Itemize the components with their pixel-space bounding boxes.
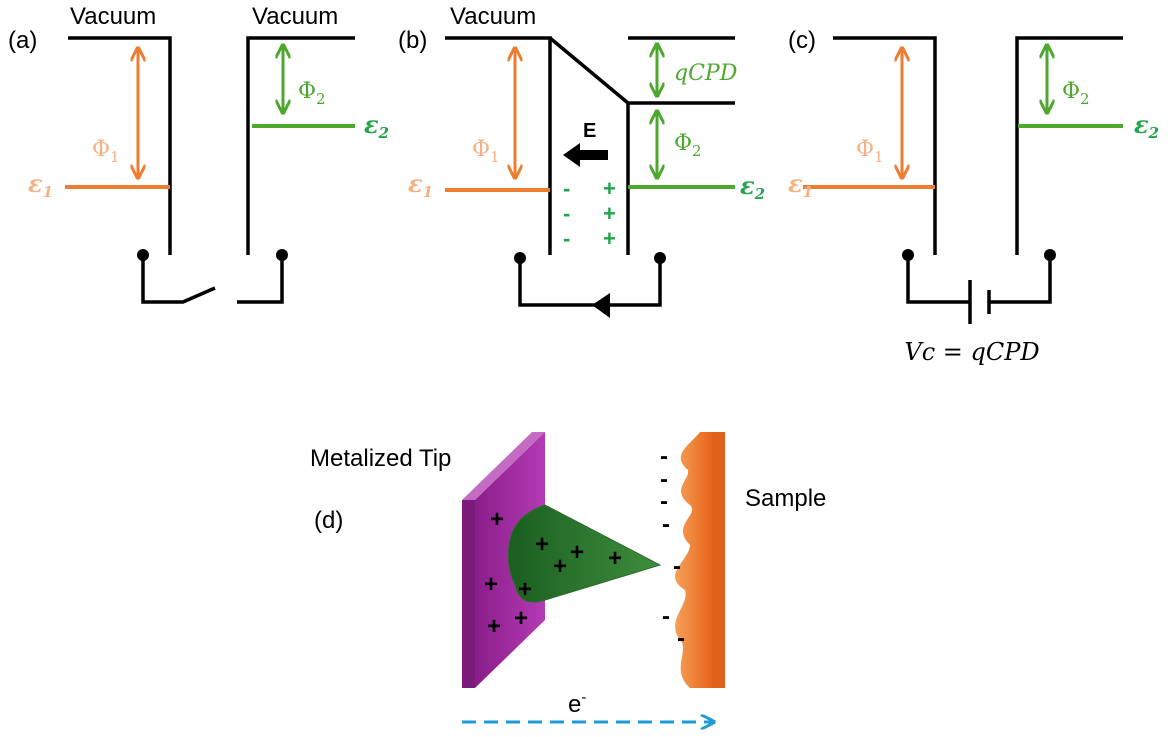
diagram: (a) Vacuum Vacuum Φ1 Φ2 ε1 ε2 (b) Vacuum… (0, 0, 1175, 737)
charge: + (603, 201, 616, 226)
work-function: Φ2 (1062, 79, 1090, 108)
panel-c: (c) Φ1 Φ2 ε1 ε2 Vc = qCPD (788, 27, 1159, 366)
panel-label: (b) (398, 27, 427, 54)
panel-label: (a) (8, 27, 37, 54)
levels (68, 38, 355, 255)
terminal (137, 249, 149, 261)
terminal (276, 249, 288, 261)
tip-side (462, 500, 475, 688)
sample-label: Sample (745, 485, 826, 512)
work-function: Φ1 (856, 137, 884, 166)
charge: + (570, 539, 584, 566)
circuit (908, 255, 1050, 302)
field-arrow (563, 143, 608, 167)
panel-b: (b) Vacuum qCPD Φ1 Φ2 ε1 ε2 E - - - + + … (398, 3, 765, 318)
terminal (654, 252, 666, 264)
panel-a: (a) Vacuum Vacuum Φ1 Φ2 ε1 ε2 (8, 3, 389, 302)
terminal (902, 249, 914, 261)
charge: + (535, 531, 549, 558)
circuit (520, 258, 660, 305)
fermi-label: ε2 (364, 110, 389, 142)
charge: + (487, 613, 501, 640)
work-function: Φ2 (674, 131, 702, 160)
vacuum-label: Vacuum (70, 3, 156, 30)
charge: + (553, 553, 567, 580)
field-label: E (583, 120, 596, 142)
tip-label: Metalized Tip (310, 445, 451, 472)
charge: + (603, 226, 616, 251)
charge: - (677, 625, 685, 652)
charge: - (563, 226, 570, 251)
charge: + (484, 571, 498, 598)
vacuum-label: Vacuum (252, 3, 338, 30)
panel-d: Metalized Tip (d) Sample + + + + + + + +… (310, 432, 826, 722)
charge: + (518, 576, 532, 603)
charge: - (662, 603, 670, 630)
work-function: Φ1 (472, 137, 500, 166)
fermi-label: ε1 (28, 169, 53, 201)
charge: + (490, 506, 504, 533)
charge: - (563, 201, 570, 226)
voltage-label: Vc = qCPD (904, 338, 1039, 366)
fermi-label: ε1 (408, 169, 433, 201)
cpd-label: qCPD (674, 61, 738, 86)
sample-side (712, 432, 725, 688)
panel-label: (d) (314, 507, 343, 534)
charge: - (662, 511, 670, 538)
work-function: Φ2 (298, 79, 326, 108)
switch-circuit (143, 255, 282, 302)
charge: + (608, 545, 622, 572)
charge: - (563, 176, 570, 201)
terminal (514, 252, 526, 264)
charge: + (514, 605, 528, 632)
terminal (1044, 249, 1056, 261)
levels (833, 38, 1123, 255)
electron-label: e- (568, 689, 586, 718)
charge: + (603, 176, 616, 201)
panel-label: (c) (788, 27, 816, 54)
work-function: Φ1 (92, 137, 120, 166)
charge: - (673, 553, 681, 580)
fermi-label: ε2 (740, 171, 765, 203)
fermi-label: ε2 (1134, 110, 1159, 142)
vacuum-label: Vacuum (450, 3, 536, 30)
fermi-label: ε1 (788, 169, 813, 201)
current-arrow (592, 293, 610, 318)
